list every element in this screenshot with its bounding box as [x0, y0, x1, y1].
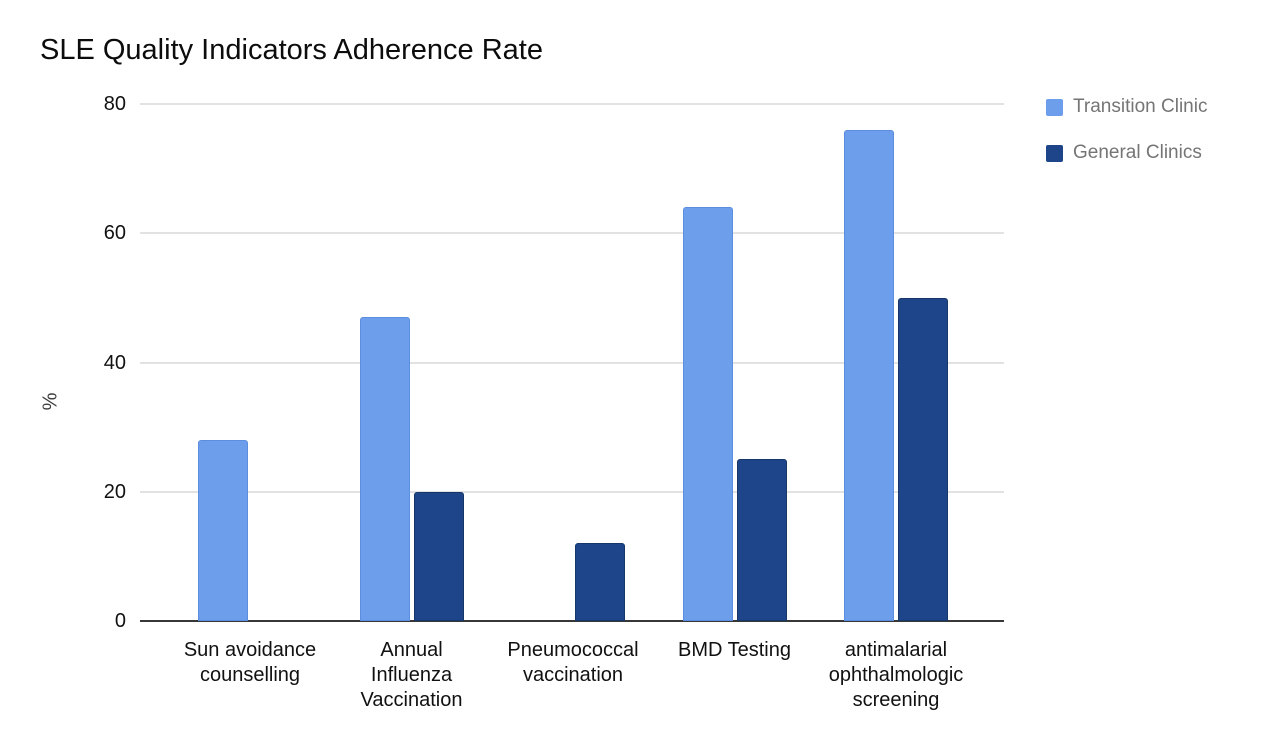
- y-tick-label-80: 80: [103, 93, 126, 115]
- bar-transition-1[interactable]: [198, 440, 248, 621]
- x-axis-label-line: screening: [852, 689, 940, 711]
- legend-item-transition-clinic[interactable]: Transition Clinic: [1046, 96, 1207, 118]
- legend-label: General Clinics: [1073, 142, 1202, 163]
- x-axis-label-4: BMD Testing: [640, 638, 830, 663]
- y-tick-label-60: 60: [103, 222, 126, 245]
- legend-item-general-clinics[interactable]: General Clinics: [1046, 142, 1207, 164]
- gridline-60: [140, 232, 1004, 235]
- x-axis-label-line: Vaccination: [360, 689, 463, 711]
- bar-general-5[interactable]: [898, 297, 948, 621]
- x-axis-line: [140, 620, 1004, 622]
- x-axis-label-line: Pneumococcal: [507, 639, 639, 661]
- x-axis-label-line: ophthalmologic: [828, 664, 964, 686]
- gridline-80: [140, 103, 1004, 105]
- gridline-20: [140, 490, 1004, 493]
- x-axis-label-line: Annual: [380, 639, 443, 661]
- x-axis-label-line: Influenza: [370, 664, 453, 686]
- legend-label: Transition Clinic: [1073, 96, 1208, 117]
- y-tick-label-0: 0: [114, 610, 126, 632]
- x-axis-label-line: vaccination: [522, 664, 624, 686]
- legend-swatch-general-clinics: [1046, 144, 1063, 162]
- x-axis-label-5: antimalarial ophthalmologic screening: [801, 638, 991, 713]
- y-tick-label-20: 20: [103, 480, 126, 503]
- x-axis-label-line: BMD Testing: [677, 639, 791, 661]
- x-axis-label-line: antimalarial: [844, 639, 948, 661]
- chart-title: SLE Quality Indicators Adherence Rate: [40, 34, 543, 66]
- y-tick-label-40: 40: [103, 351, 126, 374]
- bar-general-4[interactable]: [736, 459, 787, 621]
- legend: Transition Clinic General Clinics: [1046, 96, 1207, 188]
- bar-general-2[interactable]: [413, 491, 464, 621]
- legend-swatch-transition-clinic: [1046, 98, 1063, 116]
- x-axis-label-line: counselling: [199, 664, 301, 686]
- gridline-40: [140, 361, 1004, 364]
- bar-transition-2[interactable]: [359, 317, 410, 621]
- bar-transition-4[interactable]: [682, 207, 733, 621]
- bar-general-3[interactable]: [575, 543, 625, 621]
- x-axis-label-2: Annual Influenza Vaccination: [317, 638, 507, 713]
- x-axis-label-1: Sun avoidance counselling: [155, 638, 345, 688]
- x-axis-label-3: Pneumococcal vaccination: [478, 638, 668, 688]
- x-axis-label-line: Sun avoidance: [183, 639, 317, 661]
- bar-transition-5[interactable]: [844, 129, 894, 621]
